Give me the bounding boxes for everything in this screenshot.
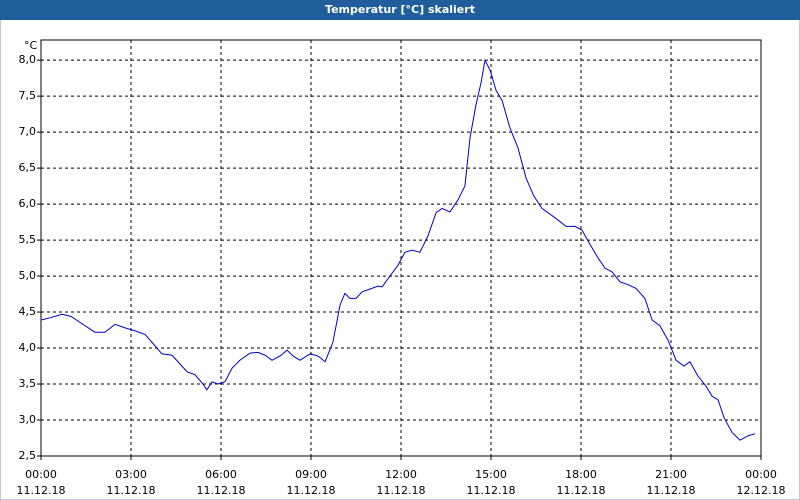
x-tick-date: 11.12.18 [197, 484, 246, 497]
y-tick-label: 2,5 [19, 449, 37, 462]
x-tick-date: 11.12.18 [557, 484, 606, 497]
x-tick-label: 00:00 [25, 468, 57, 481]
x-tick-date: 11.12.18 [377, 484, 426, 497]
x-tick-label: 00:00 [745, 468, 777, 481]
x-tick-label: 09:00 [295, 468, 327, 481]
x-tick-date: 11.12.18 [287, 484, 336, 497]
x-tick-date: 12.12.18 [737, 484, 786, 497]
x-tick-label: 12:00 [385, 468, 417, 481]
y-tick-label: 7,0 [19, 125, 37, 138]
x-tick-label: 06:00 [205, 468, 237, 481]
x-tick-label: 15:00 [475, 468, 507, 481]
y-tick-label: 6,0 [19, 197, 37, 210]
y-tick-label: 3,5 [19, 377, 37, 390]
y-tick-label: 5,5 [19, 233, 37, 246]
y-tick-label: 6,5 [19, 161, 37, 174]
y-tick-label: 8,0 [19, 53, 37, 66]
y-tick-label: 4,5 [19, 305, 37, 318]
y-unit: °C [24, 39, 38, 52]
x-tick-date: 11.12.18 [107, 484, 156, 497]
x-tick-label: 18:00 [565, 468, 597, 481]
x-tick-date: 11.12.18 [647, 484, 696, 497]
y-tick-label: 5,0 [19, 269, 37, 282]
x-tick-label: 21:00 [655, 468, 687, 481]
title-bar [0, 0, 800, 20]
x-tick-date: 11.12.18 [17, 484, 66, 497]
window-title: Temperatur [°C] skaliert [325, 3, 475, 16]
x-tick-date: 11.12.18 [467, 484, 516, 497]
y-tick-label: 4,0 [19, 341, 37, 354]
x-tick-label: 03:00 [115, 468, 147, 481]
y-tick-label: 3,0 [19, 413, 37, 426]
data-line [40, 58, 756, 441]
y-tick-label: 7,5 [19, 89, 37, 102]
